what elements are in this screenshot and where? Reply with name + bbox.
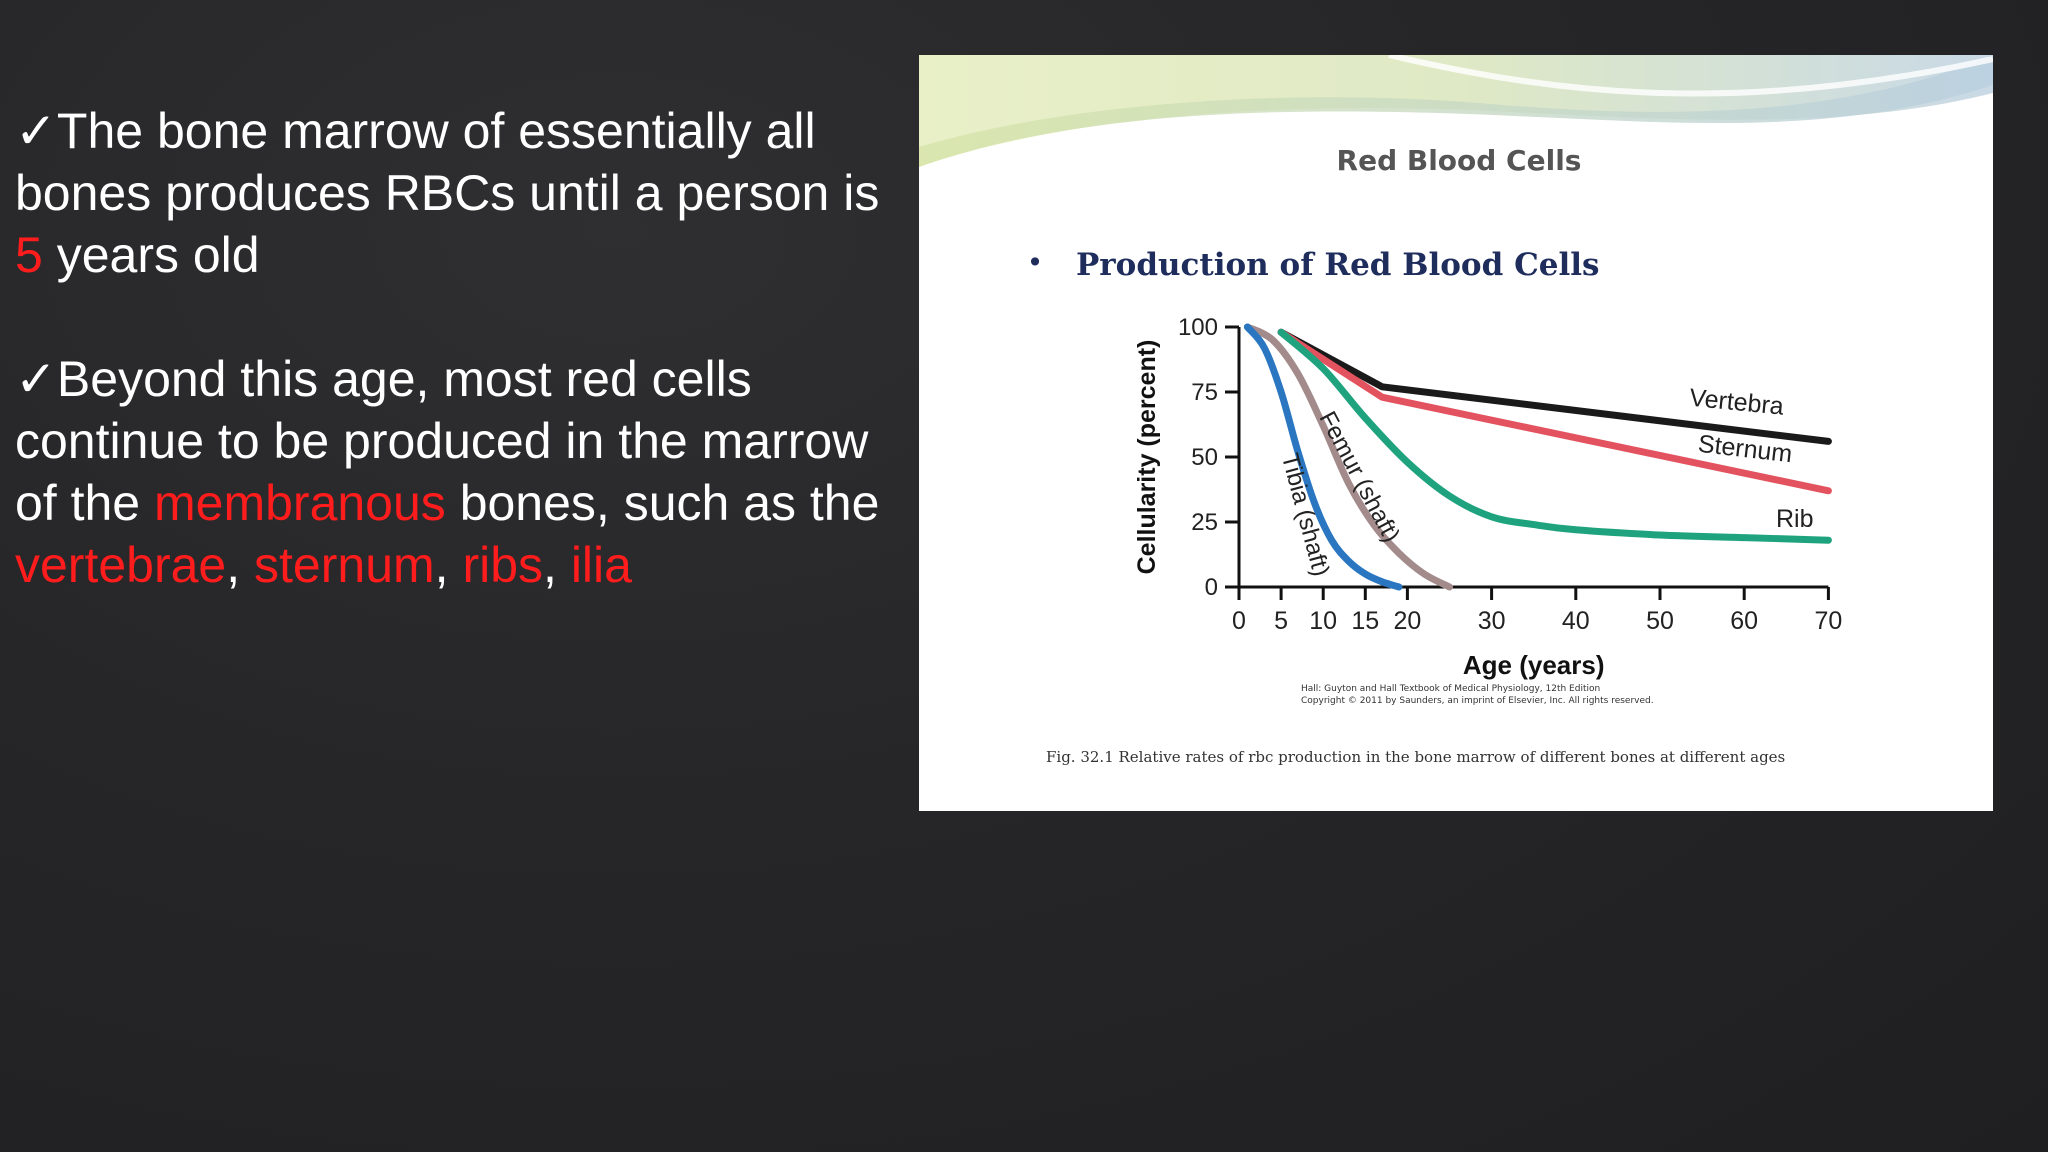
highlight-membranous: membranous [154, 475, 446, 531]
separator: , [543, 537, 571, 593]
y-tick-label: 50 [1191, 444, 1218, 471]
y-axis-label: Cellularity (percent) [1133, 340, 1161, 575]
x-tick-label: 60 [1730, 607, 1758, 635]
figure-caption: Fig. 32.1 Relative rates of rbc producti… [1046, 748, 1785, 766]
bullet-two: ✓Beyond this age, most red cells continu… [15, 348, 915, 596]
y-tick-label: 100 [1178, 314, 1218, 341]
series-line-sternum [1277, 328, 1832, 495]
slide-bullet-title: Production of Red Blood Cells [1076, 247, 1599, 283]
bullet-text: bones, such as the [445, 475, 880, 531]
highlight-vertebrae: vertebrae [15, 537, 227, 593]
series-label-vertebra: Vertebra [1688, 384, 1785, 421]
x-axis-label: Age (years) [1463, 650, 1605, 680]
x-tick-label: 15 [1351, 607, 1379, 635]
x-tick-label: 50 [1646, 607, 1674, 635]
series-label-rib: Rib [1776, 505, 1814, 533]
checkmark-icon: ✓ [15, 351, 57, 407]
slide-bullets: ✓The bone marrow of essentially all bone… [15, 100, 915, 658]
checkmark-icon: ✓ [15, 103, 57, 159]
y-tick-label: 0 [1205, 574, 1218, 601]
bullet-dot: • [1027, 246, 1044, 279]
x-tick-label: 40 [1562, 607, 1590, 635]
bullet-text: The bone marrow of essentially all bones… [15, 103, 880, 221]
slide-canvas: Red Blood Cells • Production of Red Bloo… [919, 55, 1993, 766]
separator: , [434, 537, 463, 593]
x-tick-label: 0 [1232, 607, 1246, 635]
series-label-tibia-shaft: Tibia (shaft) [1276, 451, 1335, 580]
highlight-age: 5 [15, 227, 43, 283]
x-tick-label: 20 [1393, 607, 1421, 635]
highlight-ilia: ilia [570, 537, 632, 593]
separator: , [226, 537, 255, 593]
embedded-slide-image: Red Blood Cells • Production of Red Bloo… [919, 55, 1993, 811]
copyright-line-1: Hall: Guyton and Hall Textbook of Medica… [1301, 684, 1600, 694]
series-line-rib [1277, 328, 1832, 544]
x-tick-label: 5 [1274, 607, 1288, 635]
copyright-line-2: Copyright © 2011 by Saunders, an imprint… [1301, 696, 1654, 706]
decorative-header-wave [919, 55, 1993, 167]
bullet-text: Beyond this age, most red cells continue… [15, 351, 869, 531]
x-tick-label: 30 [1478, 607, 1506, 635]
y-tick-label: 75 [1191, 379, 1218, 406]
highlight-sternum: sternum [254, 537, 435, 593]
y-tick-label: 25 [1191, 509, 1218, 536]
x-tick-label: 70 [1814, 607, 1842, 635]
bullet-one: ✓The bone marrow of essentially all bone… [15, 100, 915, 286]
x-tick-label: 10 [1309, 607, 1337, 635]
slide-header: Red Blood Cells [1337, 144, 1582, 177]
series-line-tibia-shaft [1243, 323, 1403, 591]
highlight-ribs: ribs [462, 537, 544, 593]
bullet-text: years old [42, 227, 260, 283]
series-line-femur-shaft [1243, 323, 1453, 591]
